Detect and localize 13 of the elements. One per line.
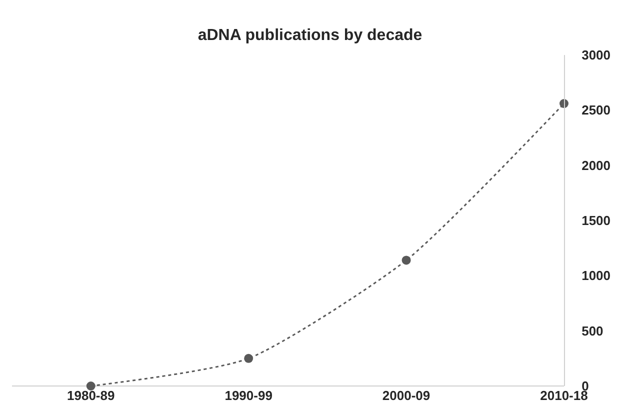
point: [402, 256, 411, 265]
chart-title: aDNA publications by decade: [198, 27, 422, 44]
y-tick-label: 1500: [582, 213, 611, 228]
x-tick-label: 1980-89: [67, 388, 115, 403]
y-tick-label: 2000: [582, 158, 611, 173]
y-tick-label: 3000: [582, 48, 611, 63]
y-tick-label: 1000: [582, 268, 611, 284]
point: [86, 382, 96, 390]
x-tick-label: 2000-09: [382, 388, 430, 403]
y-tick-label: 2500: [582, 102, 611, 118]
point: [244, 354, 254, 363]
y-tick-label: 500: [582, 323, 604, 338]
x-tick-label: 1990-99: [224, 388, 272, 403]
